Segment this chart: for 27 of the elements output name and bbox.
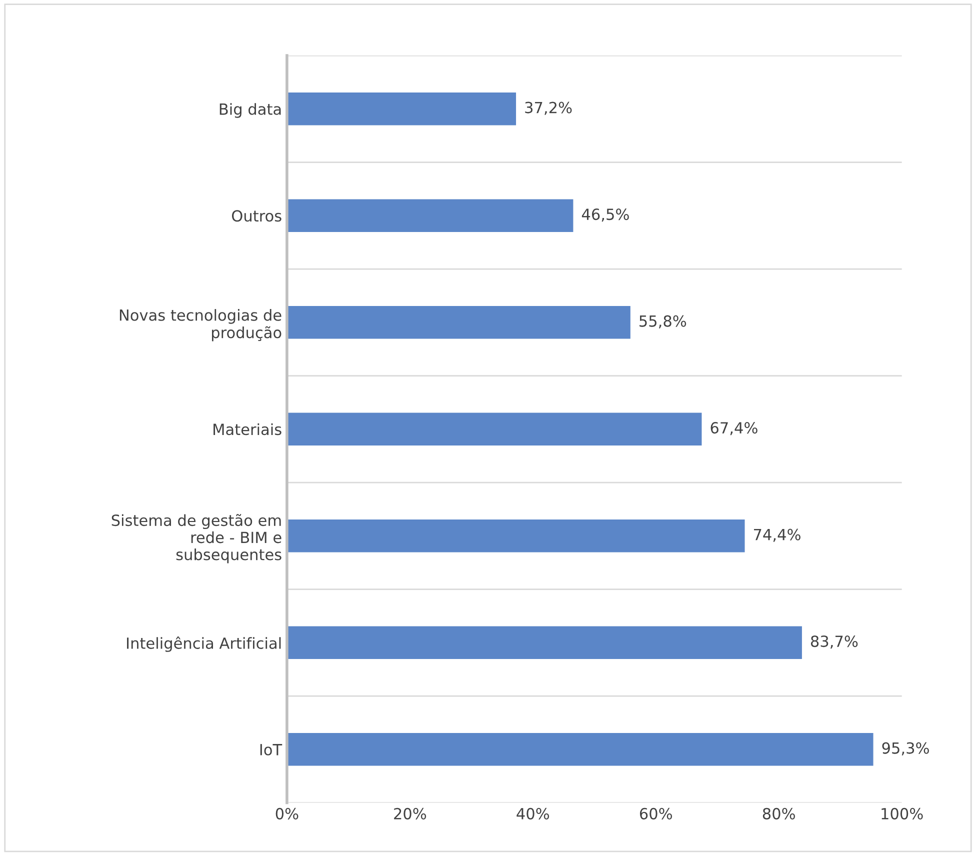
data-label: 83,7%	[810, 636, 858, 649]
bar	[286, 626, 802, 659]
data-label: 74,4%	[754, 528, 800, 542]
y-tick-label: Novas tecnologias de produção	[120, 309, 282, 342]
y-tick-label: Outros	[232, 210, 282, 222]
x-tick-label: 40%	[516, 808, 550, 820]
bar	[286, 92, 516, 126]
y-tick-label: Materiais	[214, 423, 282, 436]
x-tick-label: 100%	[882, 808, 923, 820]
data-label: 37,2%	[525, 102, 572, 115]
data-label: 95,3%	[882, 742, 929, 756]
bar	[286, 412, 702, 446]
x-tick-label: 60%	[640, 808, 672, 820]
bar	[286, 306, 630, 339]
x-tick-label: 20%	[394, 808, 426, 820]
data-label: 67,4%	[710, 422, 758, 436]
data-label: 55,8%	[640, 315, 686, 328]
bar	[286, 199, 574, 232]
x-tick-label: 80%	[762, 808, 795, 820]
y-tick-label: Big data	[220, 103, 281, 118]
bar	[286, 520, 745, 552]
data-label: 46,5%	[582, 208, 629, 222]
x-tick-label: 0%	[276, 808, 298, 820]
y-tick-label: Inteligência Artificial	[127, 636, 281, 652]
bar	[286, 733, 874, 766]
y-tick-label: IoT	[260, 744, 282, 756]
y-tick-label: Sistema de gestão em rede - BIM e subsequentes	[112, 514, 282, 564]
